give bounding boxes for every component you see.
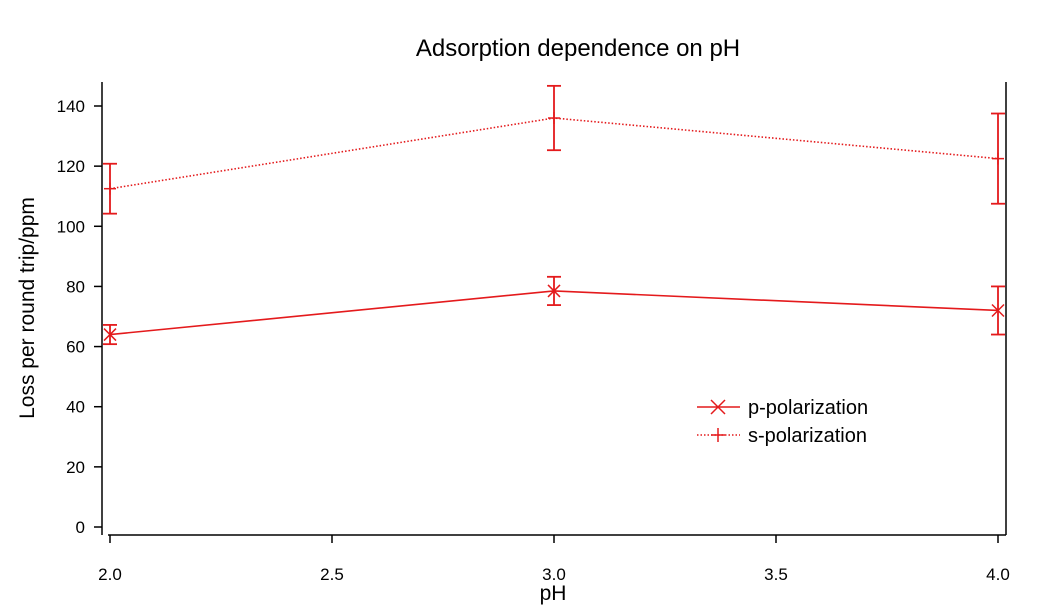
x-axis-label: pH	[540, 582, 567, 605]
data-point-marker-b	[103, 328, 117, 342]
plot-frame	[101, 82, 1007, 536]
y-tick-label: 120	[57, 157, 85, 176]
x-tick-label: 2.5	[320, 565, 344, 584]
legend-label-s-polarization: s-polarization	[748, 425, 867, 447]
series-p-polarization	[103, 275, 1005, 346]
x-axis-ticks: 2.0 2.5 3.0 3.5 4.0	[98, 535, 1010, 584]
data-point-marker-b	[991, 303, 1005, 318]
series-line	[109, 117, 999, 190]
x-tick-label: 3.0	[542, 565, 566, 584]
y-tick-label: 40	[66, 398, 85, 417]
y-axis-ticks: 0 20 40 60 80 100 120 140	[57, 97, 102, 537]
y-tick-label: 80	[66, 277, 85, 296]
legend-label-p-polarization: p-polarization	[748, 397, 868, 419]
y-tick-label: 140	[57, 97, 85, 116]
x-tick-label: 2.0	[98, 565, 122, 584]
data-point-marker-b	[547, 284, 561, 298]
legend: p-polarization s-polarization	[697, 397, 868, 447]
x-tick-label: 3.5	[764, 565, 788, 584]
y-tick-label: 20	[66, 458, 85, 477]
series-layer	[103, 84, 1005, 346]
y-tick-label: 0	[76, 518, 85, 537]
chart-title: Adsorption dependence on pH	[416, 35, 740, 62]
series-s-polarization	[103, 84, 1005, 215]
y-axis-label: Loss per round trip/ppm	[16, 197, 39, 419]
x-tick-label: 4.0	[986, 565, 1010, 584]
y-tick-label: 60	[66, 338, 85, 357]
legend-marker-p-polarization-b	[710, 399, 726, 415]
y-tick-label: 100	[57, 217, 85, 236]
